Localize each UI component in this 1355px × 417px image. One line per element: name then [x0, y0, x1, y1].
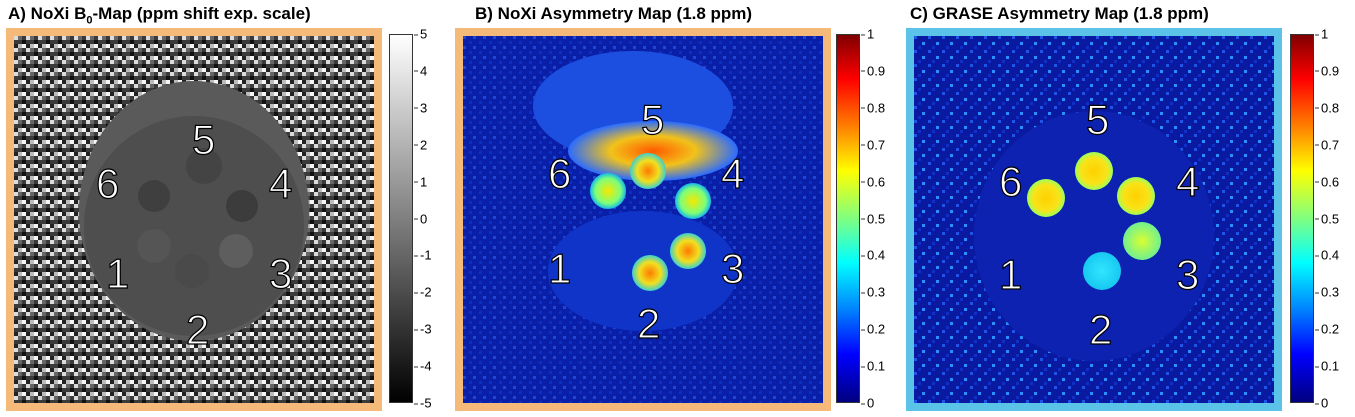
vial-label-1: 1	[999, 251, 1022, 298]
colorbar-ticks: 5 4 3 2 1 0 -1 -2 -3 -4 -5	[413, 26, 432, 411]
colorbar-jet	[836, 34, 860, 403]
panel-a-title: A) NoXi B0-Map (ppm shift exp. scale)	[8, 4, 311, 27]
colorbar-jet	[1290, 34, 1314, 403]
panel-c: C) GRASE Asymmetry Map (1.8 ppm)	[906, 0, 1355, 417]
vial-label-6: 6	[96, 160, 119, 207]
vial-label-6: 6	[999, 158, 1022, 205]
vial-label-3: 3	[721, 245, 744, 292]
panel-a: A) NoXi B0-Map (ppm shift exp. scale)	[0, 0, 455, 417]
b0-map-image: 5 6 4 1 3 2	[6, 28, 382, 411]
vial-label-1: 1	[106, 250, 129, 297]
vial-label-3: 3	[1176, 251, 1199, 298]
vial-label-2: 2	[186, 306, 209, 353]
vial-label-4: 4	[1176, 158, 1199, 205]
vial-label-1: 1	[548, 245, 571, 292]
vial-label-4: 4	[721, 150, 744, 197]
colorbar-gray	[389, 34, 413, 403]
colorbar-ticks: 1 0.9 0.8 0.7 0.6 0.5 0.4 0.3 0.2 0.1 0	[1314, 26, 1340, 411]
grase-asymmetry-image: 5 6 4 1 3 2	[906, 28, 1282, 411]
vial-label-5: 5	[192, 116, 215, 163]
vial-label-2: 2	[1089, 306, 1112, 353]
vial-label-5: 5	[641, 96, 664, 143]
vial-label-5: 5	[1086, 96, 1109, 143]
colorbar-ticks: 1 0.9 0.8 0.7 0.6 0.5 0.4 0.3 0.2 0.1 0	[860, 26, 886, 411]
panel-c-title: C) GRASE Asymmetry Map (1.8 ppm)	[910, 4, 1209, 23]
panel-b-title: B) NoXi Asymmetry Map (1.8 ppm)	[475, 4, 753, 23]
vial-label-2: 2	[637, 300, 660, 347]
vial-label-4: 4	[269, 160, 292, 207]
noxi-asymmetry-image: 5 6 4 1 3 2	[455, 28, 831, 411]
vial-label-3: 3	[269, 250, 292, 297]
panel-b: B) NoXi Asymmetry Map (1.8 ppm)	[455, 0, 905, 417]
vial-label-6: 6	[548, 150, 571, 197]
